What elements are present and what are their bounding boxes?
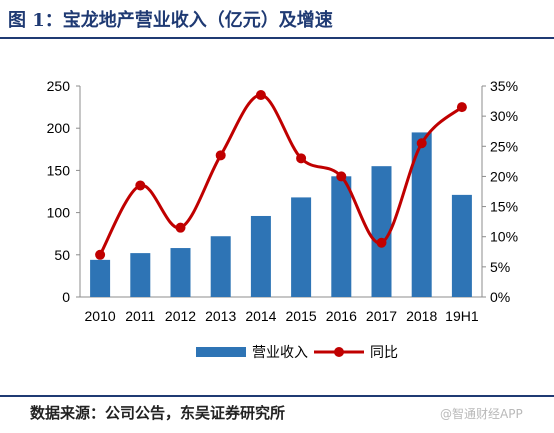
revenue-bar bbox=[170, 248, 191, 297]
growth-point bbox=[135, 180, 146, 191]
growth-point bbox=[215, 150, 226, 161]
right-tick-label: 30% bbox=[490, 108, 518, 124]
legend-label-growth: 同比 bbox=[370, 344, 398, 360]
right-tick-label: 0% bbox=[490, 289, 510, 305]
line-series bbox=[95, 90, 467, 260]
x-tick-label: 2017 bbox=[366, 308, 397, 324]
right-tick-label: 25% bbox=[490, 138, 518, 154]
revenue-bar bbox=[250, 215, 271, 297]
x-tick-label: 2016 bbox=[326, 308, 357, 324]
right-tick-label: 10% bbox=[490, 229, 518, 245]
right-tick-label: 15% bbox=[490, 199, 518, 215]
revenue-bar bbox=[90, 259, 111, 297]
growth-point bbox=[376, 237, 387, 248]
legend-label-revenue: 营业收入 bbox=[252, 344, 308, 360]
source-divider bbox=[0, 395, 554, 397]
revenue-bar bbox=[411, 132, 432, 297]
x-tick-label: 19H1 bbox=[445, 308, 479, 324]
right-tick-label: 5% bbox=[490, 259, 510, 275]
revenue-bar bbox=[210, 236, 231, 297]
growth-point bbox=[336, 171, 347, 182]
revenue-bar bbox=[130, 253, 151, 297]
growth-point bbox=[175, 222, 186, 233]
x-tick-label: 2018 bbox=[406, 308, 437, 324]
x-tick-label: 2011 bbox=[125, 308, 155, 324]
chart-axes: 0 50 100 150 200 250 0% 5% 10% 15% 20% 25% 30% 35% 201… bbox=[47, 78, 518, 324]
left-tick-label: 0 bbox=[62, 289, 70, 305]
left-tick-label: 150 bbox=[47, 162, 71, 178]
chart-legend: 营业收入 同比 bbox=[196, 344, 398, 360]
growth-point bbox=[255, 90, 266, 101]
legend-swatch-growth-marker bbox=[334, 347, 344, 357]
growth-point bbox=[416, 138, 427, 149]
growth-point bbox=[296, 153, 307, 164]
revenue-bar bbox=[451, 194, 472, 297]
left-tick-label: 50 bbox=[54, 247, 70, 263]
revenue-bar bbox=[331, 176, 352, 297]
left-tick-label: 200 bbox=[47, 120, 71, 136]
growth-point bbox=[456, 102, 467, 113]
left-tick-label: 100 bbox=[47, 205, 71, 221]
x-tick-label: 2012 bbox=[165, 308, 196, 324]
right-tick-label: 20% bbox=[490, 168, 518, 184]
watermark: @智通财经APP bbox=[440, 407, 523, 421]
revenue-bar bbox=[371, 166, 392, 297]
revenue-bar bbox=[291, 197, 312, 297]
growth-line bbox=[98, 93, 463, 256]
x-tick-label: 2015 bbox=[286, 308, 317, 324]
figure-title: 图 1：宝龙地产营业收入（亿元）及增速 bbox=[8, 10, 333, 31]
x-tick-label: 2014 bbox=[245, 308, 276, 324]
x-tick-label: 2010 bbox=[85, 308, 116, 324]
growth-point bbox=[95, 249, 106, 260]
left-tick-label: 250 bbox=[47, 78, 71, 94]
source-note: 数据来源：公司公告，东吴证券研究所 bbox=[30, 404, 286, 422]
bar-series bbox=[90, 132, 472, 297]
legend-swatch-revenue bbox=[196, 347, 246, 357]
title-divider bbox=[0, 37, 554, 39]
right-tick-label: 35% bbox=[490, 78, 518, 94]
x-tick-label: 2013 bbox=[205, 308, 236, 324]
